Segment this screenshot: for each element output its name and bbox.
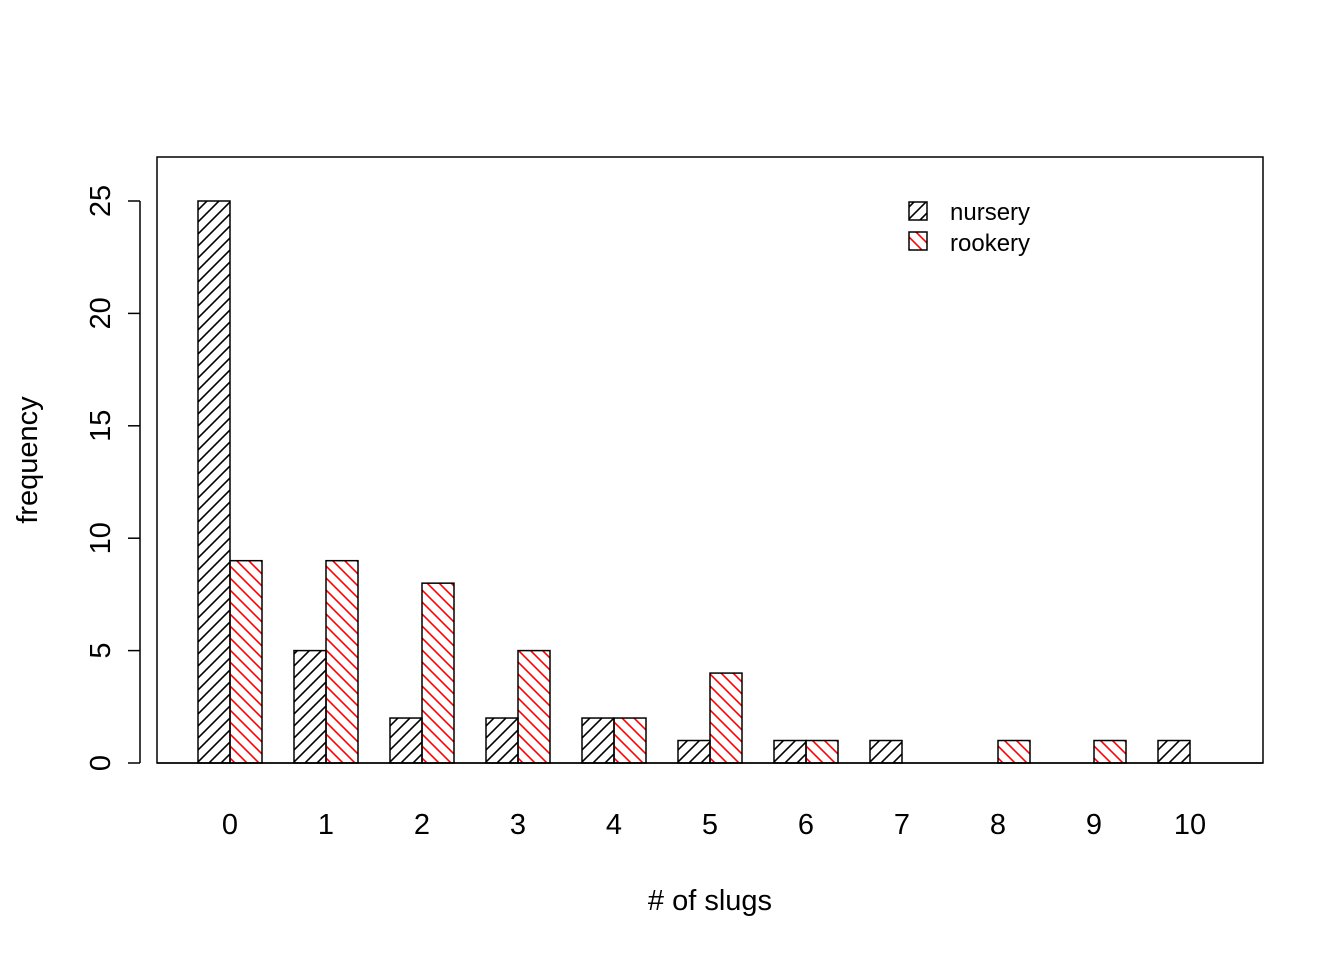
x-tick-label: 0 — [222, 809, 238, 841]
bar-nursery-5 — [677, 739, 711, 764]
bar-rookery-1 — [325, 559, 359, 764]
bar-rookery-3 — [517, 649, 551, 764]
bar-nursery-6 — [773, 739, 807, 764]
bar-rookery-0 — [229, 559, 263, 764]
legend-label-nursery: nursery — [950, 199, 1030, 226]
bar-rookery-2 — [421, 582, 455, 764]
y-tick-label: 25 — [85, 185, 117, 217]
bar-nursery-1 — [293, 649, 327, 764]
y-axis-title: frequency — [12, 396, 44, 524]
bar-rookery-4 — [613, 717, 647, 764]
y-axis: 0 5 10 15 20 25 — [85, 185, 141, 771]
x-tick-label: 5 — [702, 809, 718, 841]
x-tick-label: 3 — [510, 809, 526, 841]
bar-nursery-3 — [485, 717, 519, 764]
bar-nursery-0 — [197, 200, 231, 764]
bar-nursery-10 — [1157, 739, 1191, 764]
legend-swatch-nursery — [908, 201, 928, 221]
bar-nursery-7 — [869, 739, 903, 764]
x-tick-label: 8 — [990, 809, 1006, 841]
bar-rookery-6 — [805, 739, 839, 764]
x-tick-label: 6 — [798, 809, 814, 841]
x-tick-labels: 0 1 2 3 4 5 6 7 8 9 10 — [222, 809, 1206, 841]
bars-group — [157, 200, 1263, 764]
x-tick-label: 4 — [606, 809, 622, 841]
y-tick-label: 15 — [85, 410, 117, 442]
x-tick-label: 7 — [894, 809, 910, 841]
x-tick-label: 9 — [1086, 809, 1102, 841]
y-tick-label: 20 — [85, 297, 117, 329]
bar-nursery-4 — [581, 717, 615, 764]
bar-rookery-5 — [709, 672, 743, 764]
x-tick-label: 1 — [318, 809, 334, 841]
legend-label-rookery: rookery — [950, 230, 1030, 257]
x-tick-label: 10 — [1174, 809, 1206, 841]
x-tick-label: 2 — [414, 809, 430, 841]
x-axis-title: # of slugs — [648, 885, 772, 917]
y-tick-label: 0 — [85, 755, 117, 771]
legend: nursery rookery — [908, 199, 1030, 257]
legend-swatch-rookery — [908, 231, 928, 251]
y-tick-label: 5 — [85, 643, 117, 659]
bar-rookery-9 — [1093, 739, 1127, 764]
bar-rookery-8 — [997, 739, 1031, 764]
y-tick-label: 10 — [85, 522, 117, 554]
bar-nursery-2 — [389, 717, 423, 764]
